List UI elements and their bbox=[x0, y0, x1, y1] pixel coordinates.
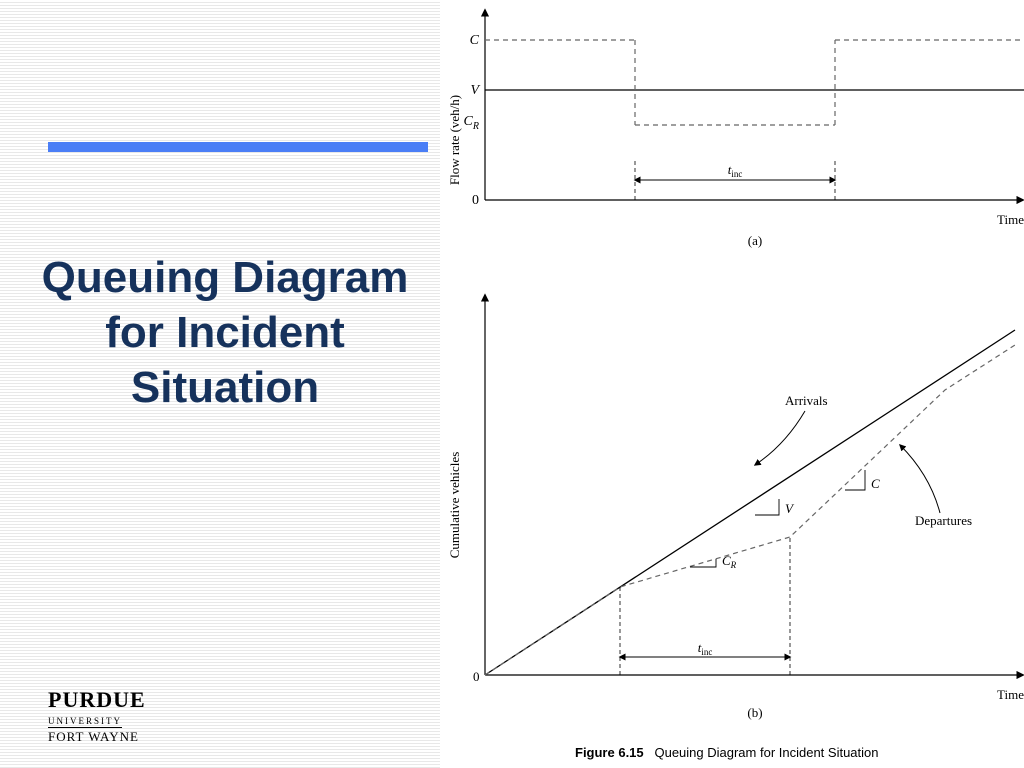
svg-text:Flow rate (veh/h): Flow rate (veh/h) bbox=[447, 95, 462, 185]
svg-text:C: C bbox=[871, 476, 880, 491]
diagram-panel: C V CR 0 Flow rate (veh/h) Time tinc (a) 0 Cumul… bbox=[445, 0, 1024, 768]
svg-text:Arrivals: Arrivals bbox=[785, 393, 828, 408]
purdue-logo: PURDUE UNIVERSITY FORT WAYNE bbox=[48, 688, 146, 744]
svg-text:Time: Time bbox=[997, 687, 1024, 702]
svg-text:Cumulative vehicles: Cumulative vehicles bbox=[447, 452, 462, 559]
svg-text:0: 0 bbox=[473, 669, 480, 684]
page-title: Queuing Diagram for Incident Situation bbox=[30, 250, 420, 415]
left-panel: Queuing Diagram for Incident Situation P… bbox=[0, 0, 440, 768]
svg-text:CR: CR bbox=[464, 114, 479, 132]
svg-text:Departures: Departures bbox=[915, 513, 972, 528]
svg-text:Time: Time bbox=[997, 212, 1024, 227]
logo-line3: FORT WAYNE bbox=[48, 730, 146, 744]
svg-text:tinc: tinc bbox=[698, 640, 713, 657]
logo-line1: PURDUE bbox=[48, 688, 146, 711]
svg-text:C: C bbox=[470, 33, 480, 48]
chart-a-flowrate: C V CR 0 Flow rate (veh/h) Time tinc (a) bbox=[445, 0, 1024, 275]
svg-text:CR: CR bbox=[722, 553, 737, 570]
logo-line2: UNIVERSITY bbox=[48, 717, 122, 728]
svg-text:0: 0 bbox=[472, 193, 479, 208]
svg-text:(b): (b) bbox=[747, 705, 762, 720]
chart-b-cumulative: 0 Cumulative vehicles Time tinc V C CR Arrivals… bbox=[445, 275, 1024, 735]
svg-text:tinc: tinc bbox=[728, 162, 743, 179]
figure-number: Figure 6.15 bbox=[575, 745, 644, 760]
svg-text:(a): (a) bbox=[748, 233, 762, 248]
figure-caption-text: Queuing Diagram for Incident Situation bbox=[654, 745, 878, 760]
svg-text:V: V bbox=[470, 83, 480, 98]
figure-caption: Figure 6.15 Queuing Diagram for Incident… bbox=[575, 745, 879, 760]
accent-bar bbox=[48, 142, 428, 152]
svg-text:V: V bbox=[785, 501, 795, 516]
